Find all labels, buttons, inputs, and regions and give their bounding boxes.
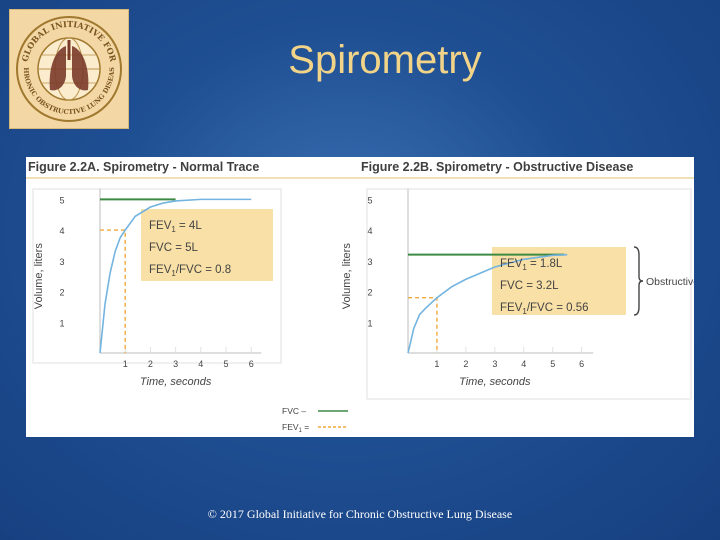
- x-tick-label: 4: [521, 359, 526, 369]
- annotation-text: FEV1 = 1.8L: [500, 258, 563, 272]
- annotation-value: = 4L: [176, 220, 203, 232]
- annotation-text: FVC = 3.2L: [500, 280, 559, 292]
- annotation-box: [141, 209, 273, 281]
- legend: FVC – FEV1 =: [282, 406, 348, 434]
- annotation-text: FVC = 5L: [149, 242, 199, 254]
- annotation-value: = 5L: [172, 242, 199, 254]
- chart-normal-trace: 1 2 3 4 5 1 2 3 4 5 6 Time, seconds Volume, liters FE…: [32, 188, 282, 388]
- volume-time-curve: [99, 198, 252, 354]
- y-axis-label: Volume, liters: [33, 243, 45, 310]
- heading-divider: [26, 177, 694, 179]
- volume-time-curve: [407, 253, 568, 354]
- x-tick-label: 3: [173, 359, 178, 369]
- annotation-value: /FVC = 0.8: [176, 264, 231, 276]
- y-tick-label: 3: [59, 257, 64, 267]
- y-tick-label: 3: [367, 257, 372, 267]
- annotation-label: FEV: [149, 220, 172, 232]
- annotation-box: [492, 247, 626, 315]
- y-tick-label: 1: [59, 318, 64, 328]
- annotation-text: FEV1/FVC = 0.8: [149, 264, 231, 278]
- annotation-subscript: 1: [171, 269, 176, 278]
- annotation-value: = 1.8L: [527, 258, 563, 270]
- annotation-value: = 3.2L: [523, 280, 559, 292]
- legend-fvc-label: FVC –: [282, 406, 306, 416]
- chart-obstructive: 1 2 3 4 5 1 2 3 4 5 6 Time, seconds Volume, liters FE…: [341, 188, 694, 400]
- x-tick-label: 1: [123, 359, 128, 369]
- annotation-text: FEV1 = 4L: [149, 220, 202, 234]
- slide-title: Spirometry: [288, 38, 482, 82]
- annotation-label: FEV: [149, 264, 172, 276]
- x-tick-label: 5: [224, 359, 229, 369]
- annotation-subscript: 1: [522, 307, 527, 316]
- x-tick-label: 2: [148, 359, 153, 369]
- y-tick-label: 2: [59, 288, 64, 298]
- figure-b-title: Figure 2.2B. Spirometry - Obstructive Di…: [361, 160, 634, 174]
- legend-fev1-subscript: 1: [299, 428, 303, 434]
- annotation-label: FEV: [500, 302, 523, 314]
- x-tick-label: 6: [249, 359, 254, 369]
- x-tick-label: 2: [463, 359, 468, 369]
- y-tick-label: 4: [367, 226, 372, 236]
- x-tick-label: 3: [492, 359, 497, 369]
- legend-fev1-text: FEV: [282, 422, 299, 432]
- globe-lungs-icon: GLOBAL INITIATIVE FOR CHRONIC OBSTRUCTIV…: [7, 4, 122, 122]
- y-tick-label: 4: [59, 226, 64, 236]
- gold-logo: GLOBAL INITIATIVE FOR CHRONIC OBSTRUCTIV…: [7, 4, 129, 129]
- x-tick-label: 6: [579, 359, 584, 369]
- spirometry-charts: 1 2 3 4 5 1 2 3 4 5 6 Time, seconds Volume, liters FE…: [32, 188, 694, 434]
- y-tick-label: 1: [367, 318, 372, 328]
- fev1-reference-line: [100, 229, 126, 353]
- y-tick-label: 2: [367, 288, 372, 298]
- y-tick-label: 5: [367, 195, 372, 205]
- annotation-label: FVC: [149, 242, 172, 254]
- x-axis-label: Time, seconds: [459, 376, 531, 388]
- annotation-label: FVC: [500, 280, 523, 292]
- annotation-subscript: 1: [522, 263, 527, 272]
- obstructive-bracket: [633, 246, 644, 316]
- x-tick-label: 5: [550, 359, 555, 369]
- x-tick-label: 1: [434, 359, 439, 369]
- annotation-label: FEV: [500, 258, 523, 270]
- annotation-value: /FVC = 0.56: [527, 302, 589, 314]
- legend-fev1-equals: =: [302, 422, 309, 432]
- obstructive-label: Obstructive: [646, 276, 694, 288]
- figure-a-title: Figure 2.2A. Spirometry - Normal Trace: [28, 160, 260, 174]
- annotation-subscript: 1: [171, 225, 176, 234]
- legend-fev1-label: FEV1 =: [282, 422, 309, 434]
- figure-panel: Figure 2.2A. Spirometry - Normal Trace F…: [26, 157, 694, 437]
- x-axis-label: Time, seconds: [140, 376, 212, 388]
- copyright-footer: © 2017 Global Initiative for Chronic Obs…: [207, 507, 513, 521]
- y-tick-label: 5: [59, 195, 64, 205]
- x-tick-label: 4: [198, 359, 203, 369]
- y-axis-label: Volume, liters: [341, 243, 353, 310]
- annotation-text: FEV1/FVC = 0.56: [500, 302, 589, 316]
